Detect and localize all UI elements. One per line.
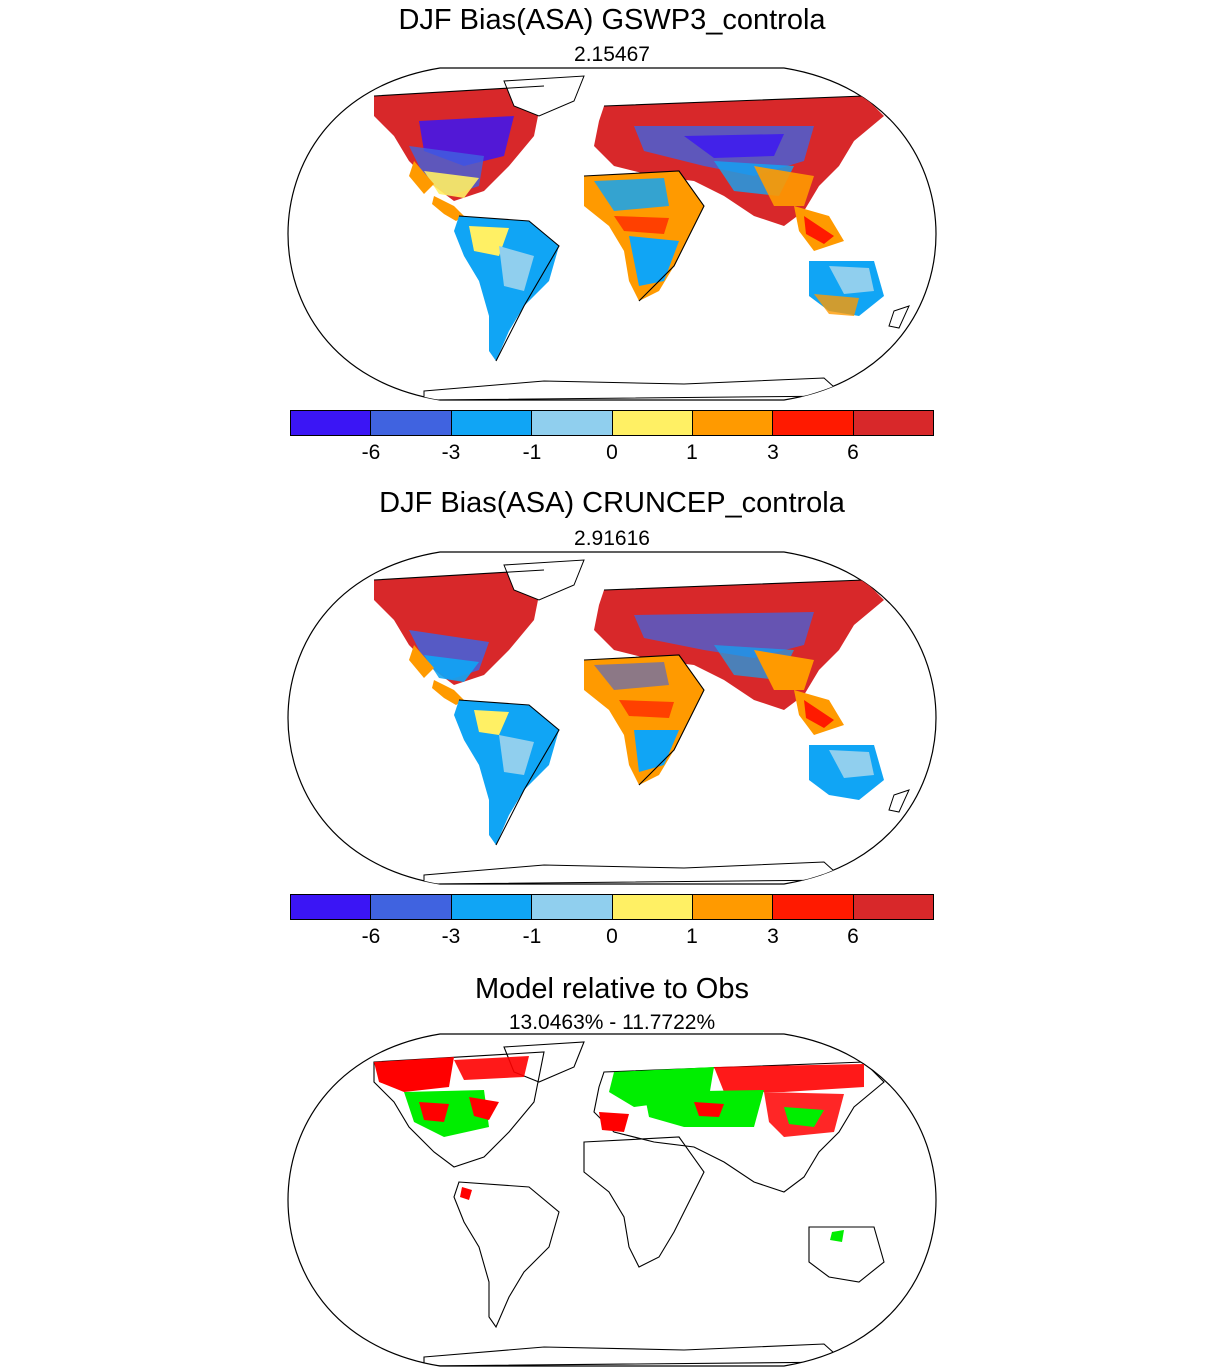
colorbar-label: -6 bbox=[361, 441, 381, 464]
africa-outline bbox=[583, 1136, 705, 1268]
panel1-colorbar bbox=[290, 410, 934, 436]
colorbar-box bbox=[773, 895, 854, 919]
panel1-map bbox=[287, 67, 937, 401]
colorbar-label: 6 bbox=[847, 925, 859, 948]
worse-patch bbox=[374, 1057, 454, 1092]
colorbar-box bbox=[692, 411, 774, 435]
colorbar-label: 0 bbox=[606, 925, 618, 948]
colorbar-box bbox=[291, 411, 372, 435]
colorbar-box bbox=[853, 895, 933, 919]
colorbar-label: -1 bbox=[522, 925, 542, 948]
colorbar-label: 6 bbox=[847, 441, 859, 464]
colorbar-box bbox=[451, 411, 533, 435]
colorbar-label: 1 bbox=[686, 441, 698, 464]
colorbar-box bbox=[451, 895, 533, 919]
north-america-region bbox=[374, 570, 544, 685]
panel3-map bbox=[287, 1033, 937, 1367]
colorbar-label: -1 bbox=[522, 441, 542, 464]
colorbar-box bbox=[612, 895, 693, 919]
panel3-subtitle: 13.0463% - 11.7722% bbox=[508, 1011, 716, 1034]
colorbar-box bbox=[532, 411, 613, 435]
colorbar-box bbox=[291, 895, 372, 919]
colorbar-label: -6 bbox=[361, 925, 381, 948]
panel2-title: DJF Bias(ASA) CRUNCEP_controla bbox=[379, 487, 845, 519]
panel2-subtitle: 2.91616 bbox=[574, 527, 650, 550]
colorbar-box bbox=[773, 411, 854, 435]
colorbar-label: -3 bbox=[441, 441, 461, 464]
colorbar-label: 3 bbox=[767, 441, 779, 464]
colorbar-label: 1 bbox=[686, 925, 698, 948]
panel3-title: Model relative to Obs bbox=[474, 973, 749, 1005]
colorbar-box bbox=[371, 895, 452, 919]
panel2-colorbar bbox=[290, 894, 934, 920]
colorbar-label: -3 bbox=[441, 925, 461, 948]
colorbar-box bbox=[532, 895, 613, 919]
colorbar-box bbox=[612, 411, 693, 435]
panel1-subtitle: 2.15467 bbox=[574, 43, 650, 66]
australia-outline bbox=[808, 1226, 885, 1283]
south-america-outline bbox=[453, 1181, 560, 1329]
north-america-outline bbox=[373, 1051, 545, 1168]
colorbar-box bbox=[692, 895, 774, 919]
better-patch bbox=[404, 1090, 489, 1137]
panel1-title: DJF Bias(ASA) GSWP3_controla bbox=[398, 4, 826, 36]
colorbar-label: 0 bbox=[606, 441, 618, 464]
colorbar-label: 3 bbox=[767, 925, 779, 948]
panel2-map bbox=[287, 551, 937, 885]
colorbar-box bbox=[371, 411, 452, 435]
south-america-region bbox=[454, 700, 559, 845]
colorbar-box bbox=[853, 411, 933, 435]
